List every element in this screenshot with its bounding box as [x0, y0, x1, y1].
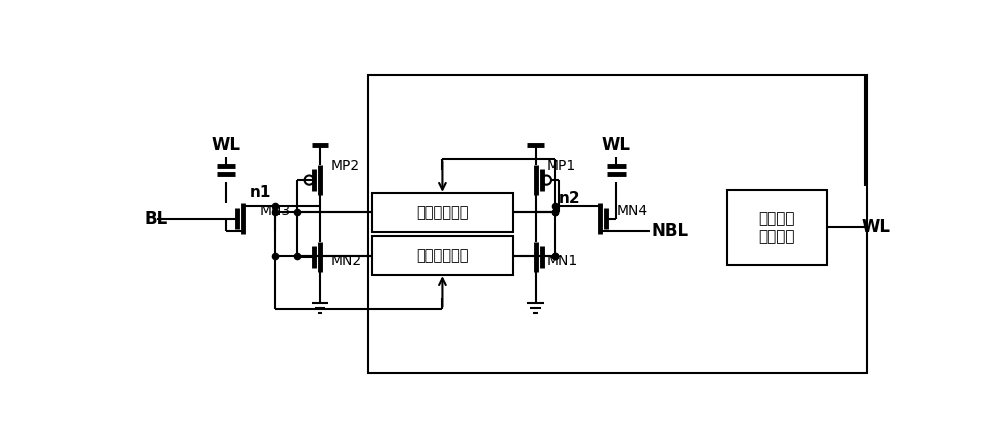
Text: 第二延时单元: 第二延时单元	[416, 248, 469, 263]
Text: WL: WL	[861, 218, 890, 236]
Bar	[372, 193, 512, 232]
Text: MP1: MP1	[546, 159, 576, 173]
Text: 第一延时单元: 第一延时单元	[416, 205, 469, 220]
Text: MN1: MN1	[546, 254, 578, 268]
Text: MP2: MP2	[331, 159, 360, 173]
Text: n1: n1	[250, 185, 271, 200]
Bar	[368, 75, 867, 373]
Text: NBL: NBL	[652, 222, 689, 240]
Text: n2: n2	[559, 191, 580, 206]
Text: WL: WL	[602, 136, 631, 154]
Text: BL: BL	[144, 210, 168, 228]
Text: MN3: MN3	[260, 204, 291, 218]
Bar	[727, 190, 827, 265]
Text: MN4: MN4	[616, 204, 648, 218]
Text: WL: WL	[212, 136, 241, 154]
Text: 偏置电压: 偏置电压	[758, 211, 795, 226]
Bar	[372, 236, 512, 275]
Text: 控制单元: 控制单元	[758, 229, 795, 244]
Text: MN2: MN2	[331, 254, 362, 268]
